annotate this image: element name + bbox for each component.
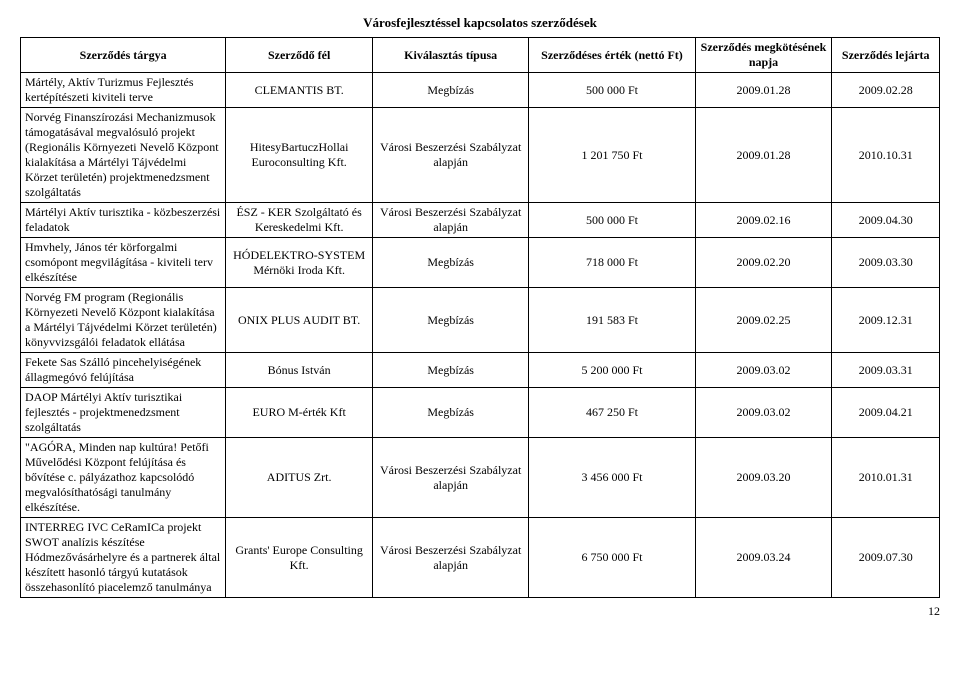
cell-selection: Megbízás <box>372 238 528 288</box>
cell-value: 467 250 Ft <box>529 388 695 438</box>
cell-party: Grants' Europe Consulting Kft. <box>226 518 373 598</box>
cell-value: 5 200 000 Ft <box>529 353 695 388</box>
cell-subject: Norvég Finanszírozási Mechanizmusok támo… <box>21 108 226 203</box>
cell-expiry: 2010.01.31 <box>832 438 940 518</box>
cell-expiry: 2009.02.28 <box>832 73 940 108</box>
cell-subject: Mártély, Aktív Turizmus Fejlesztés kerté… <box>21 73 226 108</box>
cell-subject: Norvég FM program (Regionális Környezeti… <box>21 288 226 353</box>
table-row: Mártély, Aktív Turizmus Fejlesztés kerté… <box>21 73 940 108</box>
cell-party: Bónus István <box>226 353 373 388</box>
cell-party: ÉSZ - KER Szolgáltató és Kereskedelmi Kf… <box>226 203 373 238</box>
cell-subject: Fekete Sas Szálló pincehelyiségének álla… <box>21 353 226 388</box>
cell-value: 6 750 000 Ft <box>529 518 695 598</box>
cell-expiry: 2009.03.31 <box>832 353 940 388</box>
cell-date: 2009.03.02 <box>695 353 832 388</box>
cell-subject: "AGÓRA, Minden nap kultúra! Petőfi Művel… <box>21 438 226 518</box>
cell-selection: Megbízás <box>372 73 528 108</box>
cell-date: 2009.02.20 <box>695 238 832 288</box>
cell-expiry: 2009.03.30 <box>832 238 940 288</box>
cell-date: 2009.03.24 <box>695 518 832 598</box>
cell-selection: Városi Beszerzési Szabályzat alapján <box>372 518 528 598</box>
cell-selection: Megbízás <box>372 353 528 388</box>
table-body: Mártély, Aktív Turizmus Fejlesztés kerté… <box>21 73 940 598</box>
cell-expiry: 2009.04.30 <box>832 203 940 238</box>
cell-date: 2009.01.28 <box>695 108 832 203</box>
cell-value: 500 000 Ft <box>529 73 695 108</box>
cell-subject: DAOP Mártélyi Aktív turisztikai fejleszt… <box>21 388 226 438</box>
cell-party: CLEMANTIS BT. <box>226 73 373 108</box>
cell-value: 3 456 000 Ft <box>529 438 695 518</box>
cell-expiry: 2009.07.30 <box>832 518 940 598</box>
col-header-party: Szerződő fél <box>226 38 373 73</box>
contracts-table: Szerződés tárgya Szerződő fél Kiválasztá… <box>20 37 940 598</box>
cell-subject: INTERREG IVC CeRamICa projekt SWOT analí… <box>21 518 226 598</box>
cell-value: 1 201 750 Ft <box>529 108 695 203</box>
cell-expiry: 2010.10.31 <box>832 108 940 203</box>
table-row: Mártélyi Aktív turisztika - közbeszerzés… <box>21 203 940 238</box>
cell-expiry: 2009.12.31 <box>832 288 940 353</box>
cell-date: 2009.02.25 <box>695 288 832 353</box>
cell-value: 191 583 Ft <box>529 288 695 353</box>
table-row: Norvég Finanszírozási Mechanizmusok támo… <box>21 108 940 203</box>
table-row: DAOP Mártélyi Aktív turisztikai fejleszt… <box>21 388 940 438</box>
cell-selection: Városi Beszerzési Szabályzat alapján <box>372 203 528 238</box>
page-title: Városfejlesztéssel kapcsolatos szerződés… <box>20 15 940 31</box>
col-header-date: Szerződés megkötésének napja <box>695 38 832 73</box>
cell-expiry: 2009.04.21 <box>832 388 940 438</box>
cell-date: 2009.02.16 <box>695 203 832 238</box>
col-header-selection: Kiválasztás típusa <box>372 38 528 73</box>
cell-party: EURO M-érték Kft <box>226 388 373 438</box>
cell-party: ONIX PLUS AUDIT BT. <box>226 288 373 353</box>
cell-value: 500 000 Ft <box>529 203 695 238</box>
cell-party: ADITUS Zrt. <box>226 438 373 518</box>
col-header-expiry: Szerződés lejárta <box>832 38 940 73</box>
cell-selection: Városi Beszerzési Szabályzat alapján <box>372 108 528 203</box>
cell-party: HitesyBartuczHollai Euroconsulting Kft. <box>226 108 373 203</box>
cell-date: 2009.01.28 <box>695 73 832 108</box>
table-row: Hmvhely, János tér körforgalmi csomópont… <box>21 238 940 288</box>
cell-selection: Városi Beszerzési Szabályzat alapján <box>372 438 528 518</box>
cell-selection: Megbízás <box>372 388 528 438</box>
cell-party: HÓDELEKTRO-SYSTEM Mérnöki Iroda Kft. <box>226 238 373 288</box>
col-header-value: Szerződéses érték (nettó Ft) <box>529 38 695 73</box>
cell-subject: Hmvhely, János tér körforgalmi csomópont… <box>21 238 226 288</box>
table-row: Fekete Sas Szálló pincehelyiségének álla… <box>21 353 940 388</box>
cell-selection: Megbízás <box>372 288 528 353</box>
cell-value: 718 000 Ft <box>529 238 695 288</box>
table-row: Norvég FM program (Regionális Környezeti… <box>21 288 940 353</box>
page-number: 12 <box>20 604 940 619</box>
cell-date: 2009.03.02 <box>695 388 832 438</box>
cell-date: 2009.03.20 <box>695 438 832 518</box>
col-header-subject: Szerződés tárgya <box>21 38 226 73</box>
cell-subject: Mártélyi Aktív turisztika - közbeszerzés… <box>21 203 226 238</box>
table-header-row: Szerződés tárgya Szerződő fél Kiválasztá… <box>21 38 940 73</box>
table-row: "AGÓRA, Minden nap kultúra! Petőfi Művel… <box>21 438 940 518</box>
table-row: INTERREG IVC CeRamICa projekt SWOT analí… <box>21 518 940 598</box>
